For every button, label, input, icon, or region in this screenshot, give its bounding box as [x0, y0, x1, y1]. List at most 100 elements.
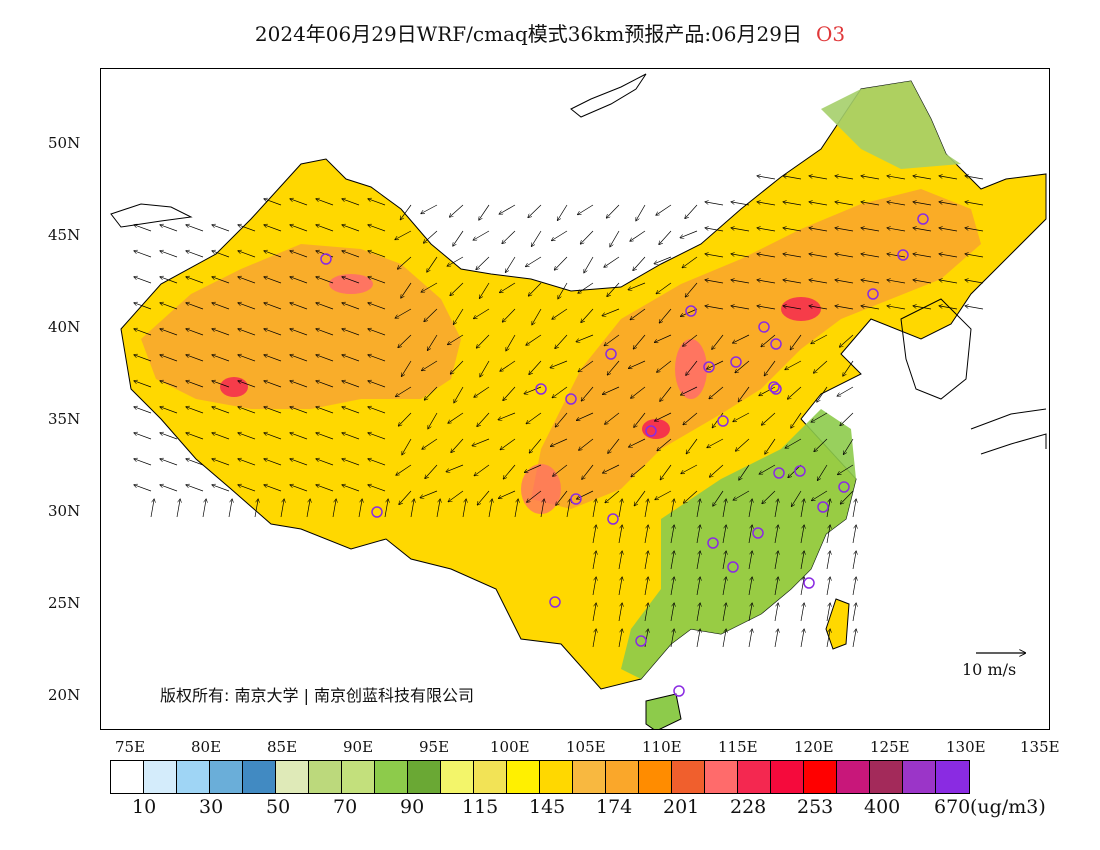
wind-arrow — [395, 308, 412, 318]
legend-swatch — [705, 761, 738, 793]
wind-arrow — [342, 329, 360, 336]
lon-label-105e: 105E — [566, 738, 606, 756]
wind-arrow — [290, 199, 308, 206]
wind-arrow — [526, 412, 542, 424]
legend-swatch — [243, 761, 276, 793]
wind-arrow — [843, 360, 854, 376]
wind-arrow — [800, 499, 804, 518]
wind-arrow — [342, 277, 360, 284]
wind-arrow — [316, 329, 334, 336]
wind-arrow — [887, 306, 906, 310]
wind-arrow — [477, 412, 490, 426]
wind-arrow — [566, 499, 570, 518]
wind-arrow — [342, 303, 360, 310]
wind-arrow — [134, 225, 152, 232]
wind-arrow — [502, 230, 516, 244]
wind-arrow — [630, 308, 646, 320]
wind-arrow — [290, 225, 308, 232]
wind-arrow — [636, 204, 646, 221]
wind-arrow — [788, 386, 802, 399]
wind-arrow — [474, 308, 490, 319]
site-marker — [607, 513, 619, 525]
site-marker — [703, 361, 715, 373]
wind-arrow — [757, 202, 776, 206]
wind-arrow — [186, 485, 204, 492]
wind-arrow — [817, 386, 828, 402]
wind-arrow — [655, 412, 672, 421]
wind-arrow — [134, 433, 152, 440]
wind-arrow — [401, 282, 412, 298]
wind-arrow — [965, 280, 984, 284]
wind-arrow — [290, 355, 308, 362]
wind-arrow — [160, 407, 178, 414]
wind-arrow — [680, 230, 698, 238]
wind-arrow — [733, 334, 750, 343]
wind-arrow — [212, 329, 230, 336]
wind-arrow — [525, 464, 542, 472]
wind-arrow — [150, 499, 154, 518]
wind-arrow — [479, 204, 490, 220]
wind-arrow — [764, 360, 776, 376]
wind-arrow — [696, 629, 700, 648]
wind-arrow — [306, 499, 310, 518]
lat-label-45n: 45N — [48, 226, 81, 244]
wind-arrow — [731, 280, 750, 284]
site-marker — [565, 393, 577, 405]
wind-arrow — [913, 176, 932, 180]
wind-arrow — [800, 603, 804, 622]
wind-arrow — [811, 334, 828, 344]
legend-swatch — [771, 761, 804, 793]
wind-arrow — [176, 499, 180, 518]
wind-arrow — [629, 438, 646, 447]
wind-arrow — [552, 386, 568, 398]
wind-arrow — [316, 381, 334, 388]
wind-arrow — [524, 386, 542, 394]
legend-swatch — [441, 761, 474, 793]
wind-arrow — [498, 412, 516, 420]
wind-arrow — [499, 490, 516, 498]
wind-arrow — [238, 485, 256, 492]
monitoring-sites — [320, 213, 929, 697]
wind-arrow — [618, 551, 622, 570]
legend-label-10: 10 — [132, 796, 157, 818]
wind-arrow — [368, 459, 386, 466]
wind-arrow — [451, 438, 464, 452]
wind-arrow — [264, 407, 282, 414]
wind-arrow — [965, 228, 984, 232]
wind-arrow — [783, 228, 802, 232]
wind-arrow — [358, 499, 362, 518]
wind-arrow — [529, 438, 542, 453]
wind-arrow — [610, 230, 620, 247]
wind-arrow — [748, 499, 752, 518]
site-marker — [770, 383, 782, 395]
wind-arrow — [818, 464, 828, 480]
wind-arrow — [722, 629, 726, 648]
site-marker — [549, 596, 561, 608]
wind-arrow — [264, 329, 282, 336]
wind-arrow — [454, 308, 464, 324]
wind-arrow — [558, 204, 568, 220]
wind-arrow — [578, 360, 594, 372]
wind-arrow — [774, 499, 778, 518]
lon-label-85e: 85E — [267, 738, 298, 756]
wind-arrow — [368, 433, 386, 440]
wind-arrow — [160, 433, 178, 440]
wind-arrow — [134, 381, 152, 388]
wind-arrow — [861, 176, 880, 180]
wind-arrow — [840, 412, 854, 426]
wind-arrow — [506, 256, 516, 272]
wind-arrow — [705, 306, 724, 310]
site-marker — [707, 537, 719, 549]
wind-arrow — [342, 225, 360, 232]
wind-arrow — [134, 329, 152, 336]
wind-arrow — [705, 228, 724, 232]
wind-arrow — [454, 386, 464, 403]
low-ozone-zone-southeast — [621, 409, 856, 679]
wind-arrow — [783, 202, 802, 206]
wind-arrow — [186, 407, 204, 414]
wind-arrow — [474, 464, 490, 476]
wind-arrow — [579, 438, 594, 450]
wind-arrow — [264, 303, 282, 310]
wind-arrow — [550, 360, 568, 368]
wind-arrow — [551, 438, 568, 446]
